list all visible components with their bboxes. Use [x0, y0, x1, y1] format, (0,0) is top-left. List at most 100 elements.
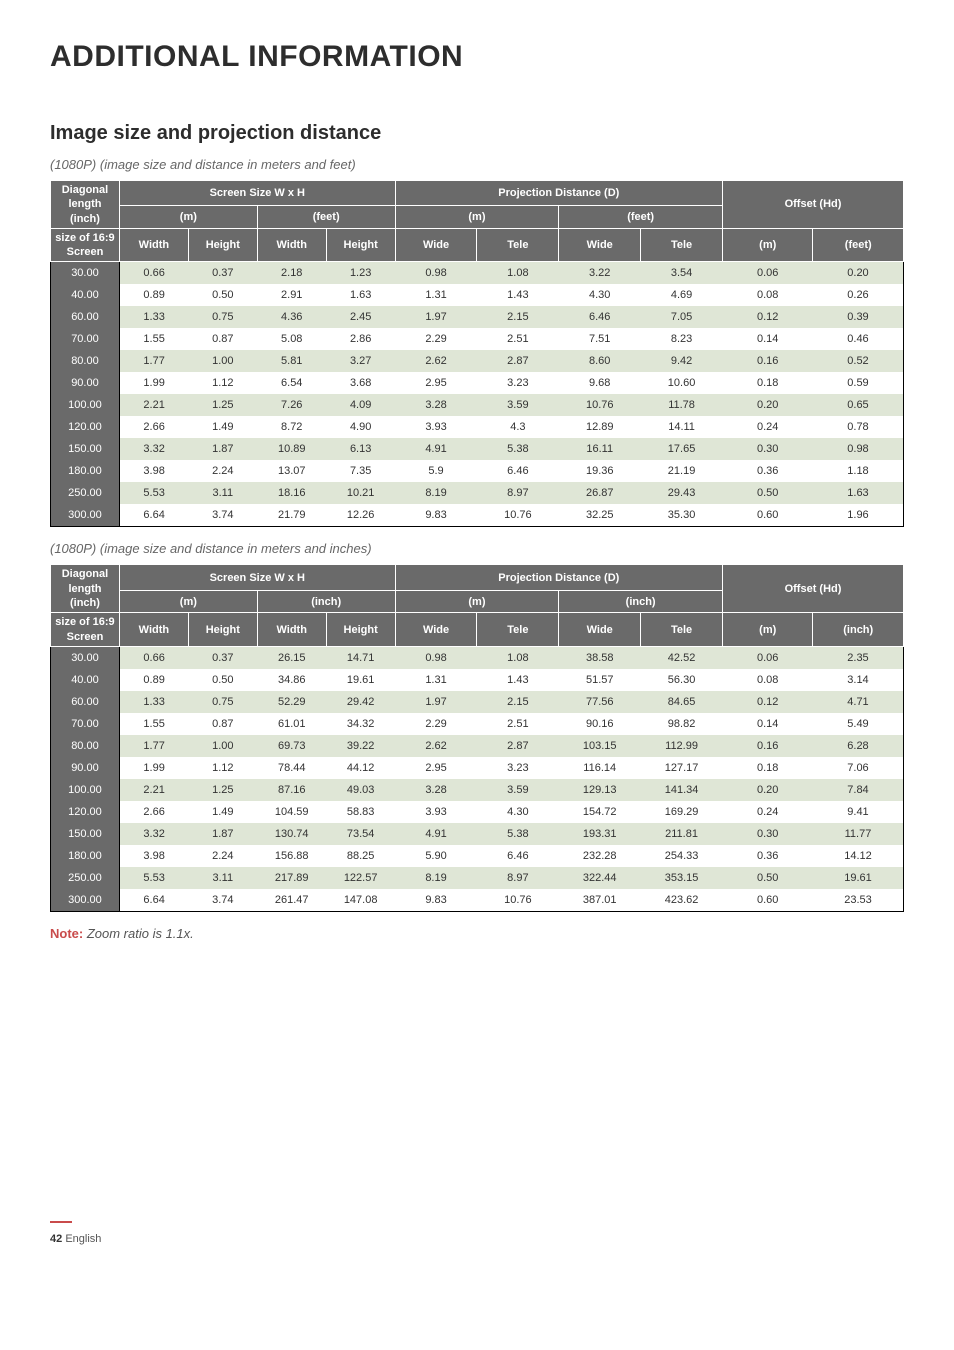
cell: 10.76: [477, 889, 559, 912]
cell: 2.18: [257, 262, 326, 285]
table-row: 250.005.533.11217.89122.578.198.97322.44…: [51, 867, 904, 889]
cell: 169.29: [641, 801, 723, 823]
cell: 1.87: [188, 438, 257, 460]
cell: 254.33: [641, 845, 723, 867]
table-row: 70.001.550.875.082.862.292.517.518.230.1…: [51, 328, 904, 350]
cell: 3.93: [395, 801, 477, 823]
cell: 0.30: [722, 438, 812, 460]
cell: 13.07: [257, 460, 326, 482]
cell: 0.66: [119, 646, 188, 669]
cell: 10.76: [477, 504, 559, 527]
hdr-offset: Offset (Hd): [722, 181, 903, 229]
row-diagonal: 150.00: [51, 823, 120, 845]
cell: 1.63: [813, 482, 904, 504]
table-row: 70.001.550.8761.0134.322.292.5190.1698.8…: [51, 713, 904, 735]
hdr-width: Width: [257, 613, 326, 647]
hdr-width: Width: [257, 228, 326, 262]
cell: 10.60: [641, 372, 723, 394]
row-diagonal: 30.00: [51, 262, 120, 285]
cell: 1.49: [188, 416, 257, 438]
cell: 2.29: [395, 328, 477, 350]
cell: 129.13: [559, 779, 641, 801]
cell: 1.31: [395, 284, 477, 306]
cell: 3.23: [477, 757, 559, 779]
cell: 7.26: [257, 394, 326, 416]
cell: 88.25: [326, 845, 395, 867]
cell: 1.49: [188, 801, 257, 823]
cell: 6.46: [477, 845, 559, 867]
cell: 2.45: [326, 306, 395, 328]
row-diagonal: 90.00: [51, 372, 120, 394]
cell: 3.74: [188, 504, 257, 527]
hdr-unit-m: (m): [395, 206, 559, 229]
cell: 1.96: [813, 504, 904, 527]
row-diagonal: 120.00: [51, 416, 120, 438]
cell: 3.14: [813, 669, 904, 691]
table-row: 120.002.661.49104.5958.833.934.30154.721…: [51, 801, 904, 823]
cell: 1.97: [395, 691, 477, 713]
cell: 3.54: [641, 262, 723, 285]
hdr-unit-m: (m): [119, 590, 257, 613]
cell: 0.20: [722, 779, 812, 801]
cell: 3.59: [477, 779, 559, 801]
table-row: 40.000.890.502.911.631.311.434.304.690.0…: [51, 284, 904, 306]
cell: 19.61: [326, 669, 395, 691]
table-row: 150.003.321.8710.896.134.915.3816.1117.6…: [51, 438, 904, 460]
cell: 77.56: [559, 691, 641, 713]
row-diagonal: 60.00: [51, 691, 120, 713]
cell: 2.62: [395, 735, 477, 757]
cell: 5.49: [813, 713, 904, 735]
cell: 0.06: [722, 262, 812, 285]
cell: 29.43: [641, 482, 723, 504]
table-row: 90.001.991.126.543.682.953.239.6810.600.…: [51, 372, 904, 394]
hdr-width: Width: [119, 613, 188, 647]
cell: 2.24: [188, 460, 257, 482]
cell: 5.53: [119, 482, 188, 504]
cell: 0.12: [722, 691, 812, 713]
cell: 0.36: [722, 460, 812, 482]
cell: 0.16: [722, 350, 812, 372]
cell: 56.30: [641, 669, 723, 691]
cell: 112.99: [641, 735, 723, 757]
row-diagonal: 250.00: [51, 867, 120, 889]
cell: 156.88: [257, 845, 326, 867]
cell: 9.83: [395, 504, 477, 527]
cell: 0.50: [722, 482, 812, 504]
cell: 1.31: [395, 669, 477, 691]
cell: 2.51: [477, 713, 559, 735]
table-row: 250.005.533.1118.1610.218.198.9726.8729.…: [51, 482, 904, 504]
row-diagonal: 90.00: [51, 757, 120, 779]
cell: 7.06: [813, 757, 904, 779]
cell: 1.55: [119, 328, 188, 350]
cell: 3.28: [395, 394, 477, 416]
cell: 1.08: [477, 646, 559, 669]
cell: 23.53: [813, 889, 904, 912]
footer-page-number: 42: [50, 1233, 62, 1245]
cell: 0.87: [188, 328, 257, 350]
cell: 1.33: [119, 691, 188, 713]
table-row: 120.002.661.498.724.903.934.312.8914.110…: [51, 416, 904, 438]
cell: 3.74: [188, 889, 257, 912]
cell: 7.51: [559, 328, 641, 350]
cell: 6.46: [477, 460, 559, 482]
hdr-unit-m: (m): [395, 590, 559, 613]
cell: 0.24: [722, 801, 812, 823]
footer-language: English: [65, 1233, 101, 1245]
cell: 0.50: [188, 284, 257, 306]
cell: 3.98: [119, 460, 188, 482]
row-diagonal: 80.00: [51, 350, 120, 372]
cell: 69.73: [257, 735, 326, 757]
cell: 5.90: [395, 845, 477, 867]
cell: 1.23: [326, 262, 395, 285]
cell: 78.44: [257, 757, 326, 779]
hdr-height: Height: [188, 228, 257, 262]
cell: 6.46: [559, 306, 641, 328]
row-diagonal: 80.00: [51, 735, 120, 757]
cell: 1.25: [188, 779, 257, 801]
table2-body: 30.000.660.3726.1514.710.981.0838.5842.5…: [51, 646, 904, 911]
cell: 1.99: [119, 372, 188, 394]
hdr-unit-feet: (feet): [559, 206, 723, 229]
cell: 3.32: [119, 823, 188, 845]
table-row: 180.003.982.2413.077.355.96.4619.3621.19…: [51, 460, 904, 482]
row-diagonal: 40.00: [51, 669, 120, 691]
